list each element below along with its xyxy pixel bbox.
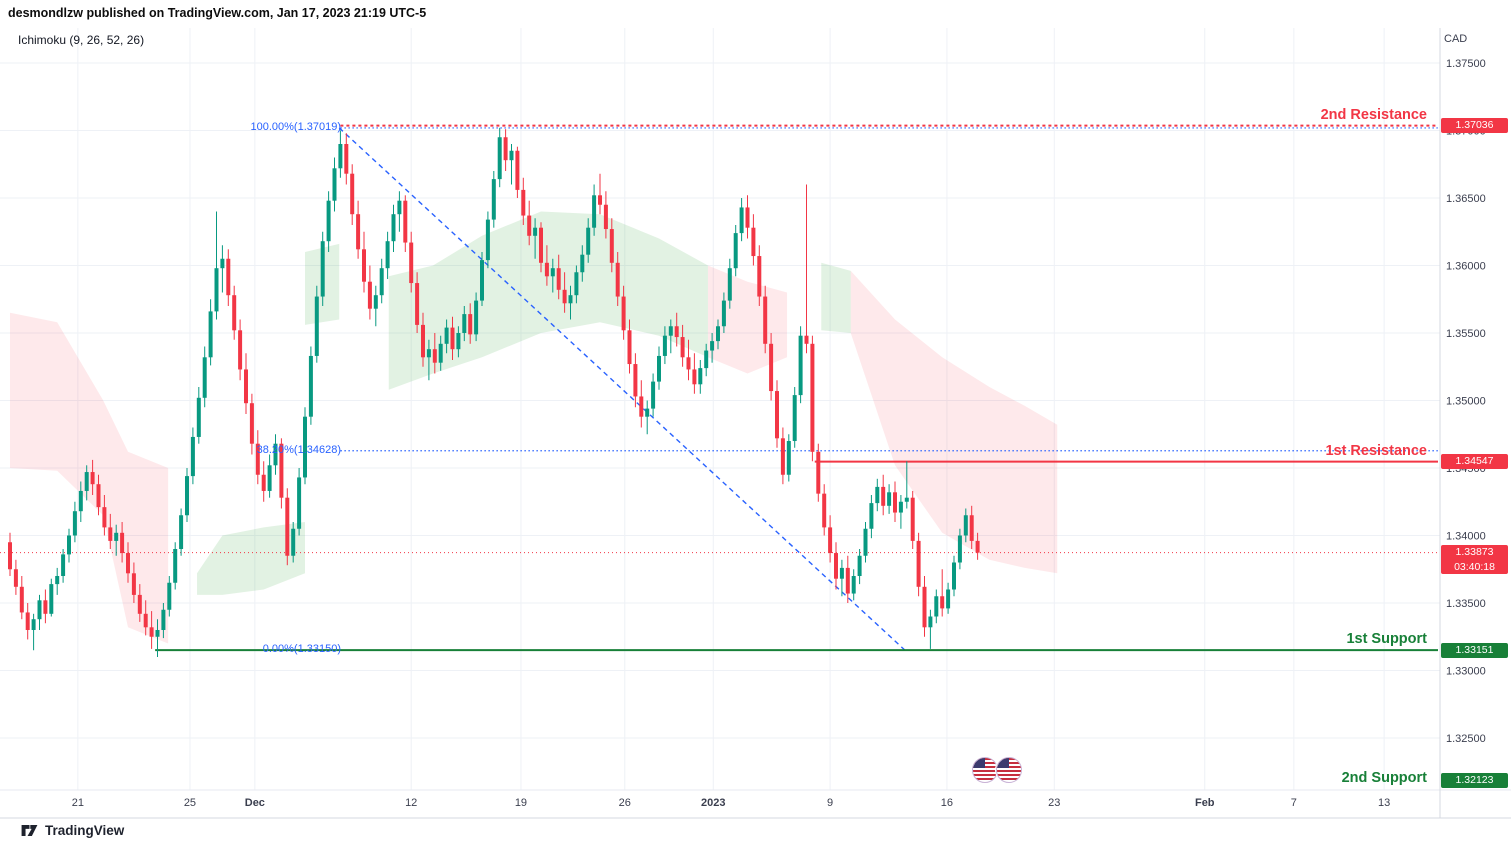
level-label-second-resistance[interactable]: 2nd Resistance [1320, 106, 1427, 123]
reaction-flags[interactable] [972, 757, 1022, 783]
svg-text:19: 19 [515, 797, 527, 809]
us-flag-icon[interactable] [972, 757, 998, 783]
svg-text:1.33500: 1.33500 [1446, 598, 1486, 610]
svg-text:2023: 2023 [701, 797, 725, 809]
level-badge-first-support: 1.33151 [1441, 642, 1508, 658]
price-axis-labels[interactable]: 1.375001.370001.365001.360001.355001.350… [1446, 58, 1486, 745]
svg-text:1.36500: 1.36500 [1446, 193, 1486, 205]
svg-text:1.33000: 1.33000 [1446, 666, 1486, 678]
fib-label-1[interactable]: 38.20%(1.34628) [256, 443, 341, 456]
indicator-label[interactable]: Ichimoku (9, 26, 52, 26) [18, 33, 145, 47]
svg-text:21: 21 [72, 797, 84, 809]
level-badge-second-support: 1.32123 [1441, 773, 1508, 788]
svg-text:1.34000: 1.34000 [1446, 531, 1486, 543]
time-axis-labels[interactable]: 21 25 Dec 12 19 26 2023 9 16 23 Feb 7 13 [72, 797, 1391, 809]
candles[interactable] [8, 127, 980, 657]
tradingview-logo-text: TradingView [45, 823, 125, 838]
svg-text:1.32500: 1.32500 [1446, 733, 1486, 745]
fib-label-2[interactable]: 0.00%(1.33150) [262, 643, 341, 656]
svg-text:1.35500: 1.35500 [1446, 328, 1486, 340]
level-badge-first-resistance: 1.34547 [1441, 454, 1508, 470]
svg-text:16: 16 [941, 797, 953, 809]
last-price-badge: 1.33873 03:40:18 [1441, 545, 1508, 575]
currency-label: CAD [1444, 33, 1468, 45]
svg-text:26: 26 [619, 797, 631, 809]
svg-text:9: 9 [827, 797, 833, 809]
svg-text:13: 13 [1378, 797, 1390, 809]
level-badge-second-resistance: 1.37036 [1441, 118, 1508, 134]
level-label-first-resistance[interactable]: 1st Resistance [1325, 442, 1427, 459]
last-price-value: 1.33873 [1455, 546, 1494, 559]
gridlines [0, 28, 1440, 790]
publish-info: desmondlzw published on TradingView.com,… [8, 6, 427, 20]
tradingview-logo-icon [21, 824, 38, 837]
svg-text:23: 23 [1048, 797, 1060, 809]
tradingview-logo[interactable]: TradingView [20, 821, 124, 840]
level-label-first-support[interactable]: 1st Support [1346, 631, 1427, 648]
svg-text:Feb: Feb [1195, 797, 1215, 809]
svg-text:Dec: Dec [245, 797, 265, 809]
fib-label-0[interactable]: 100.00%(1.37019) [250, 120, 341, 133]
svg-text:1.37500: 1.37500 [1446, 58, 1486, 70]
svg-text:12: 12 [405, 797, 417, 809]
svg-text:1.35000: 1.35000 [1446, 396, 1486, 408]
svg-text:25: 25 [184, 797, 196, 809]
svg-text:1.36000: 1.36000 [1446, 261, 1486, 273]
level-label-second-support[interactable]: 2nd Support [1341, 769, 1427, 786]
us-flag-icon[interactable] [996, 757, 1022, 783]
fib-trendline[interactable] [338, 127, 906, 651]
ichimoku-cloud [10, 211, 1058, 644]
svg-text:7: 7 [1291, 797, 1297, 809]
last-price-countdown: 03:40:18 [1454, 560, 1495, 573]
